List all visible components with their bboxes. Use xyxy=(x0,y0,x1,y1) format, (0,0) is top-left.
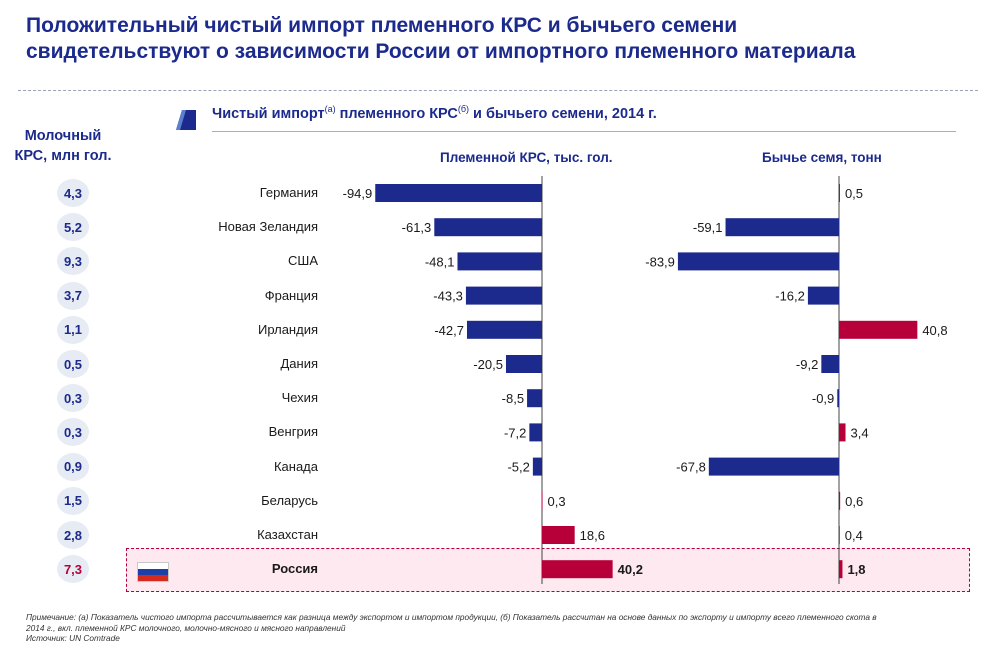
dairy-cattle-value-badge: 1,5 xyxy=(57,486,89,515)
series-2-data-label: -16,2 xyxy=(775,289,805,304)
dairy-cattle-value-badge: 0,3 xyxy=(57,418,89,447)
series-1-bar xyxy=(505,355,542,373)
breeding-cattle-column-header: Племенной КРС, тыс. гол. xyxy=(440,150,613,165)
footnote-line-2: 2014 г., вкл. племенной КРС молочного, м… xyxy=(26,622,346,633)
series-2-data-label: 0,4 xyxy=(845,528,863,543)
country-label: Франция xyxy=(264,287,318,303)
series-2-bar xyxy=(807,286,839,305)
series-2-data-label: -0,9 xyxy=(812,391,834,406)
page-title: Положительный чистый импорт племенного К… xyxy=(26,13,976,65)
country-label: Венгрия xyxy=(268,424,318,440)
series-1-data-label: 40,2 xyxy=(618,562,643,577)
chart-title-note-a: (а) xyxy=(324,104,336,114)
dairy-cattle-value-badge: 0,3 xyxy=(57,384,89,413)
chart-title-part-3: и бычьего семени, 2014 г. xyxy=(469,105,657,122)
series-1-data-label: -42,7 xyxy=(434,323,464,338)
country-label: Новая Зеландия xyxy=(218,219,318,235)
series-2-bar xyxy=(839,320,918,339)
series-2-data-label: 3,4 xyxy=(851,425,869,440)
series-1-data-label: -20,5 xyxy=(473,357,503,372)
bull-semen-column-header: Бычье семя, тонн xyxy=(762,150,882,165)
dairy-cattle-value-badge: 2,8 xyxy=(57,521,89,549)
dairy-cattle-value-badge: 7,3 xyxy=(57,555,89,584)
series-1-data-label: -43,3 xyxy=(433,289,463,304)
series-1-bar xyxy=(457,252,542,271)
chart-title-note-b: (б) xyxy=(457,104,469,114)
page-title-line-2: свидетельствуют о зависимости России от … xyxy=(26,40,856,63)
series-2-bar xyxy=(839,526,840,544)
country-label: Дания xyxy=(280,356,318,371)
country-label: Россия xyxy=(271,561,318,577)
series-1-bar xyxy=(542,491,543,510)
series-2-bar xyxy=(839,184,840,202)
series-1-bar xyxy=(375,184,542,202)
series-2-data-label: -59,1 xyxy=(693,220,723,235)
footnote-line-1: Примечание: (а) Показатель чистого импор… xyxy=(26,612,877,622)
series-2-bar xyxy=(839,560,843,579)
series-1-data-label: -94,9 xyxy=(343,186,373,201)
dairy-cattle-header: Молочный КРС, млн гол. xyxy=(4,126,122,166)
series-1-bar xyxy=(542,526,575,544)
series-1-data-label: -5,2 xyxy=(507,460,529,475)
country-label: Чехия xyxy=(281,390,318,406)
chart-title-part-2: племенного КРС xyxy=(335,105,458,122)
dairy-cattle-value-badge: 3,7 xyxy=(57,281,89,310)
series-1-data-label: -48,1 xyxy=(425,254,455,269)
russia-flag-icon xyxy=(138,563,168,581)
series-2-bar xyxy=(839,423,846,442)
dairy-cattle-header-line-2: КРС, млн гол. xyxy=(14,148,112,164)
footnote-source: Источник: UN Comtrade xyxy=(26,633,120,643)
series-2-data-label: -83,9 xyxy=(645,254,675,269)
series-2-data-label: -67,8 xyxy=(676,460,706,475)
page-title-line-1: Положительный чистый импорт племенного К… xyxy=(26,14,738,37)
series-2-bar xyxy=(677,252,839,271)
series-2-bar xyxy=(725,218,839,237)
dairy-cattle-value-badge: 0,5 xyxy=(57,350,89,378)
dairy-cattle-value-badge: 5,2 xyxy=(57,213,89,242)
dairy-cattle-value-badge: 0,9 xyxy=(57,452,89,481)
series-1-bar xyxy=(532,457,542,476)
chart-marker-icon xyxy=(176,110,196,130)
dairy-cattle-value-badge: 4,3 xyxy=(57,179,89,207)
footnotes: Примечание: (а) Показатель чистого импор… xyxy=(26,612,976,644)
series-1-bar xyxy=(466,320,542,339)
series-2-data-label: 40,8 xyxy=(922,323,947,338)
series-2-data-label: -9,2 xyxy=(796,357,818,372)
series-1-data-label: -7,2 xyxy=(504,425,526,440)
series-1-bar xyxy=(434,218,542,237)
series-1-data-label: -61,3 xyxy=(402,220,432,235)
series-1-bar xyxy=(527,389,542,408)
series-2-data-label: 1,8 xyxy=(847,562,865,577)
country-label: Германия xyxy=(259,185,318,200)
country-label: Казахстан xyxy=(257,527,318,542)
chart-title-part-1: Чистый импорт xyxy=(212,105,325,122)
series-1-bar xyxy=(542,560,613,579)
header-divider xyxy=(18,90,978,91)
dairy-cattle-value-badge: 9,3 xyxy=(57,247,89,276)
series-1-data-label: 0,3 xyxy=(548,494,566,509)
series-1-bar xyxy=(465,286,542,305)
series-2-bar xyxy=(708,457,839,476)
country-label: Ирландия xyxy=(257,321,318,337)
series-1-bar xyxy=(529,423,542,442)
series-2-data-label: 0,6 xyxy=(845,494,863,509)
chart-title-underline xyxy=(212,131,956,132)
series-1-data-label: 18,6 xyxy=(580,528,605,543)
series-2-bar xyxy=(821,355,839,373)
series-2-bar xyxy=(839,491,841,510)
series-2-data-label: 0,5 xyxy=(845,186,863,201)
country-label: Беларусь xyxy=(261,492,318,508)
chart-title: Чистый импорт(а) племенного КРС(б) и быч… xyxy=(212,104,657,122)
dairy-cattle-value-badge: 1,1 xyxy=(57,315,89,344)
country-label: Канада xyxy=(273,458,318,474)
dairy-cattle-header-line-1: Молочный xyxy=(24,128,102,144)
series-1-data-label: -8,5 xyxy=(502,391,524,406)
country-label: США xyxy=(288,253,318,269)
series-2-bar xyxy=(837,389,839,408)
